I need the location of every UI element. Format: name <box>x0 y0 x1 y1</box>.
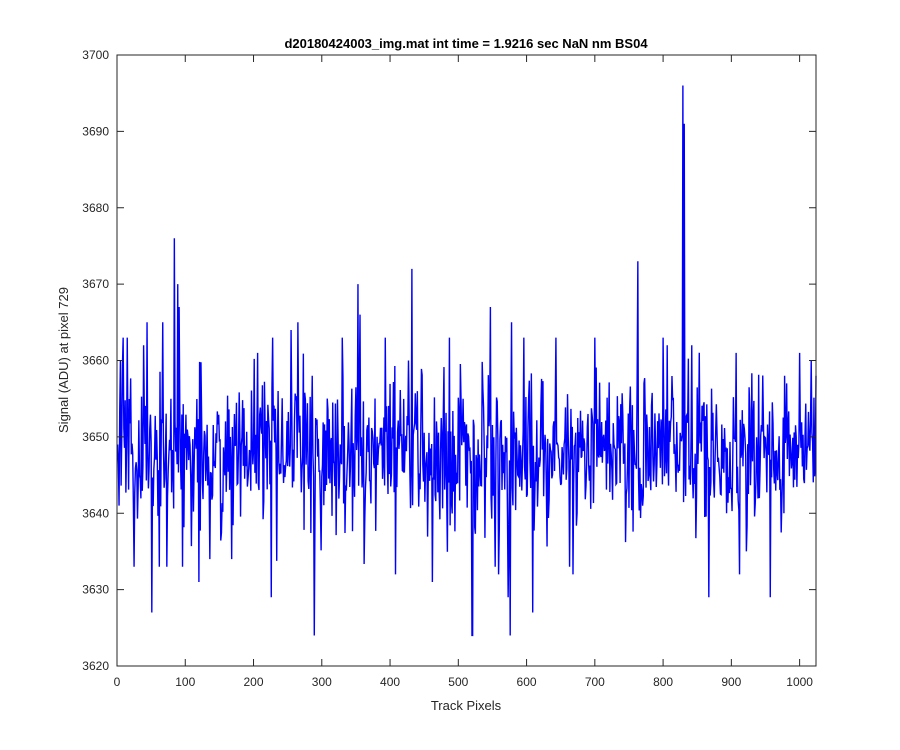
y-tick-label: 3630 <box>82 583 109 597</box>
y-tick-label: 3700 <box>82 48 109 62</box>
axes-box <box>116 54 817 667</box>
x-tick-label: 1000 <box>786 675 813 689</box>
x-tick-label: 500 <box>448 675 468 689</box>
x-tick-label: 300 <box>312 675 332 689</box>
x-tick-label: 900 <box>721 675 741 689</box>
x-tick-label: 400 <box>380 675 400 689</box>
x-tick-label: 0 <box>114 675 121 689</box>
y-tick-label: 3680 <box>82 201 109 215</box>
x-tick-label: 200 <box>244 675 264 689</box>
y-tick-label: 3670 <box>82 277 109 291</box>
y-tick-label: 3650 <box>82 430 109 444</box>
y-tick-label: 3660 <box>82 354 109 368</box>
x-tick-label: 800 <box>653 675 673 689</box>
x-tick-label: 600 <box>517 675 537 689</box>
series-line <box>116 85 817 637</box>
axes-background <box>117 55 816 666</box>
chart-title: d20180424003_img.mat int time = 1.9216 s… <box>284 36 648 51</box>
x-tick-label: 700 <box>585 675 605 689</box>
y-tick-label: 3620 <box>82 659 109 673</box>
ticks-layer: 0 100 200 300 400 500 600 700 800 900 1000 3620 3630… <box>82 48 816 689</box>
y-axis-label: Signal (ADU) at pixel 729 <box>56 287 71 433</box>
x-axis-label: Track Pixels <box>431 698 502 713</box>
x-tick-label: 100 <box>175 675 195 689</box>
y-tick-label: 3640 <box>82 506 109 520</box>
y-tick-label: 3690 <box>82 124 109 138</box>
data-layer <box>116 85 817 637</box>
